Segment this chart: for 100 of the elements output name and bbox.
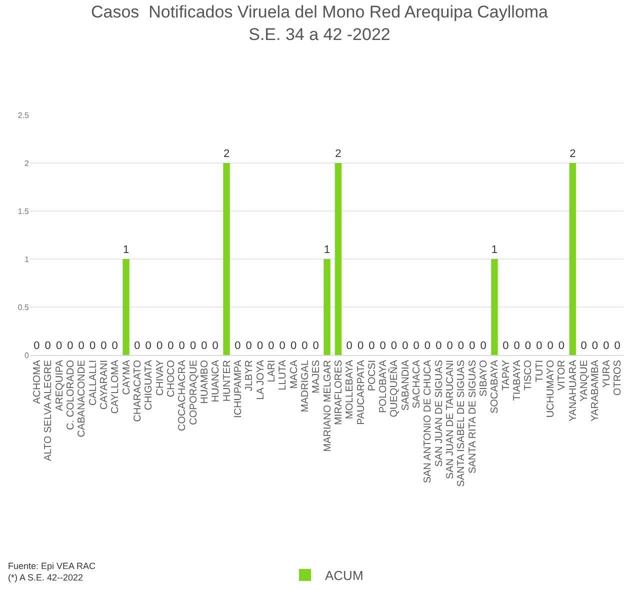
data-label: 0 <box>112 340 118 352</box>
data-label: 0 <box>446 340 453 352</box>
x-tick-label: MOLLEBAYA <box>344 360 356 420</box>
data-label: 0 <box>614 340 620 352</box>
data-label: 0 <box>312 340 319 352</box>
data-label: 0 <box>168 340 174 352</box>
x-tick-label: PAUCARPATA <box>356 360 367 425</box>
data-label: 0 <box>302 340 308 352</box>
x-tick-label: C. COLORADO <box>65 360 76 430</box>
x-tick-label: SIBAYO <box>478 360 490 396</box>
x-tick-label: COCACHACRA <box>177 360 188 432</box>
data-label: 2 <box>335 148 342 160</box>
x-tick-label: QUEQUEÑA <box>388 360 400 418</box>
data-label: 0 <box>234 340 241 352</box>
data-label: 0 <box>44 340 51 352</box>
chart-title: Casos Notificados Viruela del Mono Red Arequipa Caylloma S.E. 34 a 42 -2022 <box>90 2 549 44</box>
x-tick-label: CHIGUATA <box>144 360 155 410</box>
x-tick-label: CHOCO <box>166 360 177 398</box>
source-note: Fuente: Epi VEA RAC (*) A S.E. 42--2022 <box>8 561 96 583</box>
data-label: 0 <box>178 340 185 352</box>
x-tick-label: COPORAQUE <box>188 360 200 426</box>
data-label: 2 <box>570 148 576 160</box>
data-label: 0 <box>380 340 386 352</box>
x-tick-label: YURA <box>601 360 612 388</box>
x-tick-label: CHARACATO <box>132 360 144 422</box>
data-label: 0 <box>480 340 486 352</box>
data-label: 1 <box>122 244 130 256</box>
x-tick-label: CAYLLOMA <box>110 360 122 414</box>
x-tick-label: SANTA RITA DE SIGUAS <box>467 360 478 474</box>
y-tick-label: 1.5 <box>18 206 30 216</box>
data-label: 0 <box>201 340 208 352</box>
x-tick-label: CHIVAY <box>154 360 166 396</box>
x-tick-label: HUNTER <box>222 360 233 402</box>
data-label: 0 <box>89 340 96 352</box>
data-label: 0 <box>290 340 297 352</box>
data-label: 0 <box>78 340 84 352</box>
x-tick-label: TIABAYA <box>512 360 524 401</box>
data-label: 0 <box>346 340 352 352</box>
data-label: 1 <box>491 244 498 256</box>
data-label: 0 <box>156 340 163 352</box>
x-tick-label: SAN JUAN DE SIGUAS <box>434 360 445 467</box>
data-label: 0 <box>580 340 587 352</box>
x-tick-label: LLUTA <box>278 360 289 390</box>
x-tick-label: YANQUE <box>579 360 590 402</box>
x-tick-label: CAYMA <box>121 360 132 395</box>
x-tick-label: SAN ANTONIO DE CHUCA <box>422 360 434 484</box>
data-label: 0 <box>268 340 274 352</box>
x-tick-label: SACHACA <box>412 360 423 408</box>
y-tick-label: 0 <box>24 350 30 360</box>
x-tick-label: JLBYR <box>244 360 256 392</box>
x-tick-label: CAYARANI <box>98 360 110 410</box>
data-label: 0 <box>56 340 62 352</box>
x-tick-label: CALLALLI <box>88 360 99 406</box>
data-label: 0 <box>145 340 152 352</box>
x-tick-label: TUTI <box>534 360 546 382</box>
x-tick-label: SABANDIA <box>400 360 412 411</box>
x-tick-label: SAN JUAN DE TARUCANI <box>445 360 456 480</box>
x-tick-label: LA JOYA <box>255 360 266 400</box>
data-label: 0 <box>67 340 74 352</box>
data-label: 0 <box>524 340 532 352</box>
x-tick-label: POCSI <box>366 360 378 392</box>
data-label: 0 <box>469 340 476 352</box>
y-tick-label: 2.5 <box>18 110 30 120</box>
x-tick-label: ICHUPAMPA <box>232 360 244 418</box>
x-tick-label: HUAMBO <box>199 360 210 404</box>
x-tick-label: TAPAY <box>500 360 512 391</box>
data-label: 0 <box>34 340 40 352</box>
x-tick-label: SOCABAYA <box>490 360 501 414</box>
data-label: 0 <box>402 340 408 352</box>
x-tick-label: YANAHUARA <box>568 360 579 422</box>
x-tick-label: SANTA ISABEL DE SIGUAS <box>456 360 468 487</box>
x-tick-label: ACHOMA <box>32 360 43 404</box>
data-label: 0 <box>190 340 196 352</box>
data-label: 0 <box>100 340 107 352</box>
data-label: 0 <box>134 340 140 352</box>
x-tick-label: MAJES <box>311 360 322 394</box>
y-tick-label: 1 <box>24 254 30 264</box>
x-tick-label: HUANCA <box>210 360 222 402</box>
x-tick-label: POLOBAYA <box>378 360 390 413</box>
legend-label: ACUM <box>325 568 364 584</box>
data-label: 0 <box>368 340 375 352</box>
x-tick-label: AREQUIPA <box>54 360 66 411</box>
data-label: 0 <box>212 340 218 352</box>
data-label: 0 <box>502 340 509 352</box>
x-tick-label: CABANACONDE <box>76 360 88 438</box>
data-label: 1 <box>324 244 330 256</box>
x-tick-label: VITOR <box>556 360 568 390</box>
y-tick-label: 2 <box>24 158 30 168</box>
data-label: 2 <box>223 148 230 160</box>
x-tick-label: OTROS <box>612 360 624 396</box>
x-tick-label: MACA <box>288 360 300 389</box>
y-tick-label: 0.5 <box>18 302 30 312</box>
x-tick-label: UCHUMAYO <box>546 360 557 418</box>
data-label: 0 <box>458 340 464 352</box>
x-tick-label: LARI <box>266 360 278 382</box>
data-label: 0 <box>603 340 610 352</box>
x-tick-label: TISCO <box>523 360 534 391</box>
data-label: 0 <box>424 340 431 352</box>
x-tick-label: ALTO SELVA ALEGRE <box>43 360 54 461</box>
data-label: 0 <box>357 340 364 352</box>
